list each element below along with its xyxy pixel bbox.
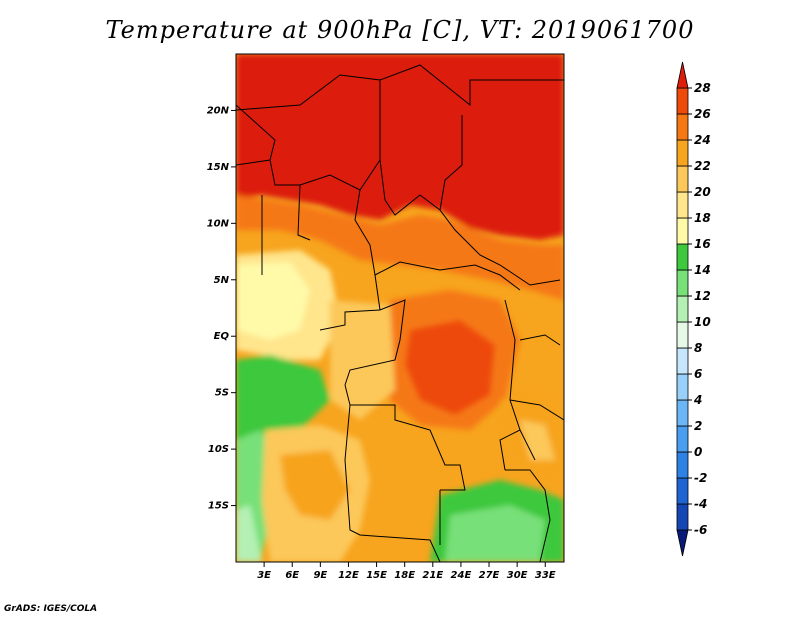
lat-tick-label: 10N	[207, 218, 230, 229]
colorbar-segment	[676, 243, 689, 271]
colorbar-label: 12	[694, 289, 711, 303]
colorbar-segment	[676, 529, 689, 557]
lon-tick-label: 24E	[451, 570, 472, 581]
colorbar-segment	[676, 113, 689, 141]
lat-tick-label: 15S	[208, 501, 229, 512]
lon-tick-label: 12E	[338, 570, 359, 581]
colorbar-segment	[676, 425, 689, 453]
colorbar-segment	[676, 451, 689, 479]
lat-tick-label: 5N	[214, 275, 230, 286]
colorbar-segment	[676, 139, 689, 167]
colorbar-label: 18	[694, 211, 711, 225]
temperature-field	[236, 54, 564, 562]
colorbar-label: 24	[694, 133, 711, 147]
lat-tick-label: 10S	[208, 444, 229, 455]
map-frame	[235, 53, 565, 563]
lon-tick-label: 3E	[257, 570, 271, 581]
lon-tick-label: 21E	[422, 570, 443, 581]
colorbar-segment	[676, 347, 689, 375]
lon-tick-label: 27E	[479, 570, 500, 581]
map-title: Temperature at 900hPa [C], VT: 201906170…	[105, 16, 695, 44]
colorbar-label: 14	[694, 263, 711, 277]
colorbar-segment	[676, 191, 689, 219]
colorbar	[676, 61, 689, 557]
colorbar-label: 28	[694, 81, 711, 95]
colorbar-segment	[676, 503, 689, 531]
colorbar-segment	[676, 321, 689, 349]
colorbar-label: -6	[694, 523, 707, 537]
colorbar-label: 26	[694, 107, 711, 121]
colorbar-label: 20	[694, 185, 711, 199]
colorbar-label: 10	[694, 315, 711, 329]
lat-tick-label: 15N	[207, 162, 230, 173]
colorbar-segment	[676, 269, 689, 297]
colorbar-label: -2	[694, 471, 707, 485]
lon-tick-label: 9E	[313, 570, 327, 581]
lon-tick-label: 30E	[507, 570, 528, 581]
longitude-ticks: 3E 6E 9E 12E 15E 18E 21E 24E 27E 30E 33E	[257, 562, 556, 581]
colorbar-segment	[676, 217, 689, 245]
colorbar-label: 6	[694, 367, 702, 381]
colorbar-segment	[676, 87, 689, 115]
colorbar-segment	[676, 61, 689, 89]
lat-tick-label: EQ	[214, 331, 230, 342]
colorbar-segment	[676, 373, 689, 401]
lon-tick-label: 33E	[535, 570, 556, 581]
colorbar-segment	[676, 399, 689, 427]
colorbar-label: 8	[694, 341, 702, 355]
colorbar-segment	[676, 295, 689, 323]
colorbar-label: 0	[694, 445, 702, 459]
lat-tick-label: 20N	[207, 105, 230, 116]
latitude-ticks: 20N 15N 10N 5N EQ 5S 10S 15S	[207, 105, 236, 512]
lat-tick-label: 5S	[215, 388, 229, 399]
colorbar-label: 2	[694, 419, 702, 433]
lon-tick-label: 18E	[394, 570, 415, 581]
colorbar-label: 22	[694, 159, 711, 173]
colorbar-label: 4	[693, 393, 702, 407]
colorbar-label: -4	[694, 497, 707, 511]
lon-tick-label: 6E	[285, 570, 299, 581]
colorbar-label: 16	[694, 237, 711, 251]
lon-tick-label: 15E	[366, 570, 387, 581]
colorbar-segment	[676, 165, 689, 193]
colorbar-segment	[676, 477, 689, 505]
grads-credit: GrADS: IGES/COLA	[4, 604, 98, 614]
country-borders	[236, 64, 564, 562]
